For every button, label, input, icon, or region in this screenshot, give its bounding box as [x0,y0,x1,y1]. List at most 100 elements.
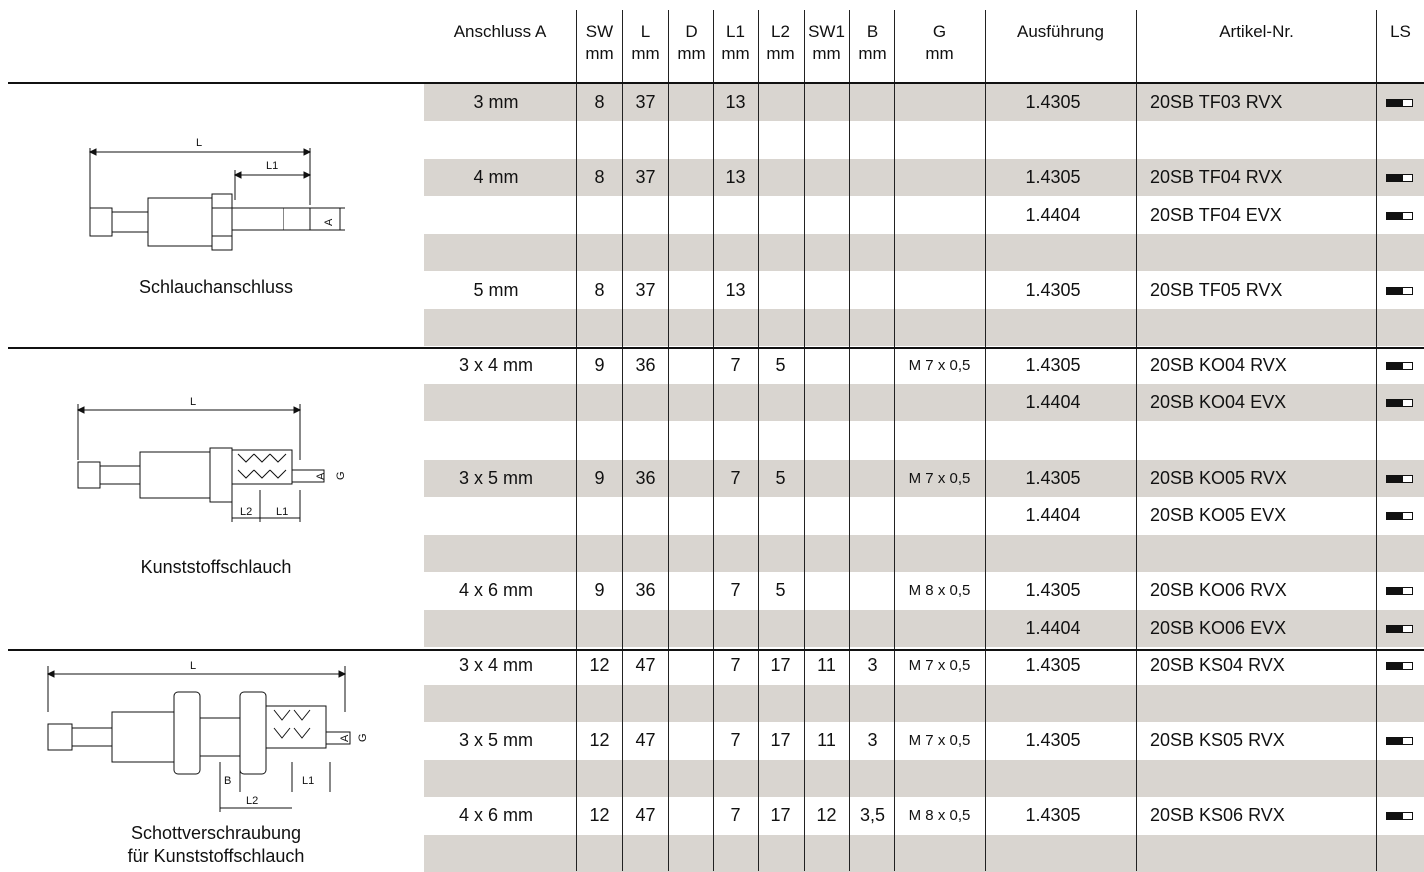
header-d-unit: mm [677,44,706,63]
column-divider [668,10,669,871]
cell-g: M 7 x 0,5 [908,469,971,487]
group-divider [8,82,1424,84]
cell-artikel: 20SB KO04 EVX [1150,392,1287,413]
dimension-label: L1 [302,775,314,787]
cell-anschluss: 3 mm [473,92,519,112]
caption-kunststoffschlauch: Kunststoffschlauch [140,557,292,577]
cell-sw: 12 [589,805,610,826]
cell-l1: 7 [730,805,741,826]
cell-l1: 13 [725,167,746,188]
row-band [424,159,1424,197]
availability-bar-icon [1386,174,1413,183]
cell-l: 36 [635,580,656,601]
dimension-label: B [224,775,231,787]
header-anschluss-label: Anschluss A [453,22,547,41]
cell-ausfuehrung: 1.4305 [1025,580,1081,601]
availability-bar-icon [1386,361,1413,370]
availability-bar-icon [1386,737,1413,746]
cell-ausfuehrung: 1.4305 [1025,655,1081,676]
column-divider [1136,10,1137,871]
header-b-unit: mm [858,44,887,63]
dimension-label: L1 [276,506,288,518]
cell-ausfuehrung: 1.4305 [1025,279,1081,300]
cell-ausfuehrung: 1.4404 [1025,204,1081,225]
dimension-label: A [323,218,335,226]
row-band [424,534,1424,572]
cell-g: M 7 x 0,5 [908,657,971,675]
cell-l1: 13 [725,92,746,112]
cell-artikel: 20SB KS05 RVX [1150,730,1285,751]
cell-ausfuehrung: 1.4404 [1025,392,1081,413]
cell-sw: 8 [594,279,605,300]
cell-l1: 7 [730,580,741,601]
group-divider [8,649,1424,651]
cell-l2: 5 [775,467,786,488]
cell-sw1: 12 [816,805,837,826]
cell-anschluss: 4 x 6 mm [458,580,533,601]
cell-artikel: 20SB KO05 RVX [1150,467,1287,488]
row-band [424,459,1424,497]
availability-bar-icon [1386,211,1413,220]
cell-anschluss: 4 x 6 mm [458,805,533,826]
header-l1-label: L1 [726,22,745,41]
group-divider [8,347,1424,349]
row-band [424,684,1424,722]
row-band [424,609,1424,647]
header-artikel-label: Artikel-Nr. [1219,22,1294,41]
cell-anschluss: 3 x 4 mm [458,354,533,375]
header-l-unit: mm [631,44,660,63]
header-g-label: G [932,22,947,41]
cell-b: 3,5 [859,805,886,826]
header-l1: L1 mm [713,0,758,82]
row-band [424,835,1424,872]
caption-schottverschraubung: Schottverschraubung für Kunststoffschlau… [127,823,305,866]
cell-l2: 17 [770,805,791,826]
cell-ausfuehrung: 1.4404 [1025,617,1081,638]
cell-artikel: 20SB KO06 EVX [1150,617,1287,638]
cell-g: M 7 x 0,5 [908,732,971,750]
header-sw1-unit: mm [812,44,841,63]
dimension-label: L1 [266,160,278,172]
availability-bar-icon [1386,399,1413,408]
cell-l: 37 [635,92,656,112]
cell-anschluss: 4 mm [473,167,519,188]
cell-sw: 9 [594,467,605,488]
column-divider [804,10,805,871]
header-ls-label: LS [1390,22,1411,41]
availability-bar-icon [1386,286,1413,295]
cell-l2: 17 [770,655,791,676]
cell-anschluss: 3 x 5 mm [458,730,533,751]
header-g-unit: mm [925,44,954,63]
cell-sw: 12 [589,655,610,676]
drawing-schottverschraubung: L A G B L1 L2 [46,660,369,812]
cell-sw: 8 [594,167,605,188]
dimension-label: L [190,396,196,408]
cell-sw: 8 [594,92,605,112]
cell-artikel: 20SB TF05 RVX [1150,279,1283,300]
cell-artikel: 20SB TF03 RVX [1150,92,1283,112]
cell-l: 36 [635,467,656,488]
header-l-label: L [640,22,651,41]
column-divider [713,10,714,871]
header-sw-label: SW [585,22,614,41]
cell-sw: 9 [594,354,605,375]
availability-bar-icon [1386,99,1413,107]
cell-artikel: 20SB TF04 EVX [1150,204,1282,225]
header-l2-label: L2 [771,22,790,41]
header-sw-unit: mm [585,44,614,63]
dimension-label: G [357,733,369,742]
header-b-label: B [866,22,879,41]
cell-l: 37 [635,167,656,188]
header-l1-unit: mm [721,44,750,63]
availability-bar-icon [1386,587,1413,596]
cell-b: 3 [867,655,878,676]
header-l2-unit: mm [766,44,795,63]
cell-l2: 5 [775,580,786,601]
column-divider [758,10,759,871]
cell-l: 37 [635,279,656,300]
cell-artikel: 20SB TF04 RVX [1150,167,1283,188]
cell-l1: 7 [730,354,741,375]
cell-artikel: 20SB KS04 RVX [1150,655,1285,676]
cell-sw1: 11 [817,730,836,751]
